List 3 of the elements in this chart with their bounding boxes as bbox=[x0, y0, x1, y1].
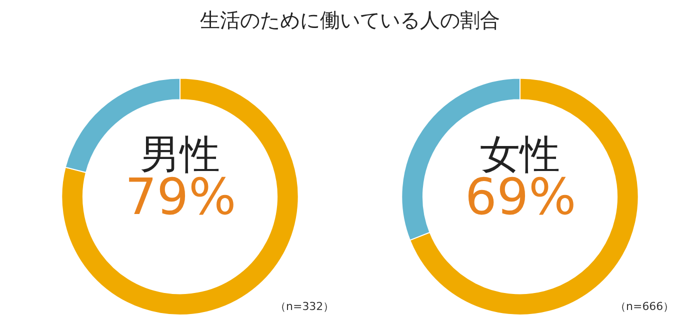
text: 生活のために働いている人の割合 bbox=[200, 8, 500, 32]
text: （n=332） bbox=[275, 300, 334, 313]
text: （n=666） bbox=[615, 300, 674, 313]
